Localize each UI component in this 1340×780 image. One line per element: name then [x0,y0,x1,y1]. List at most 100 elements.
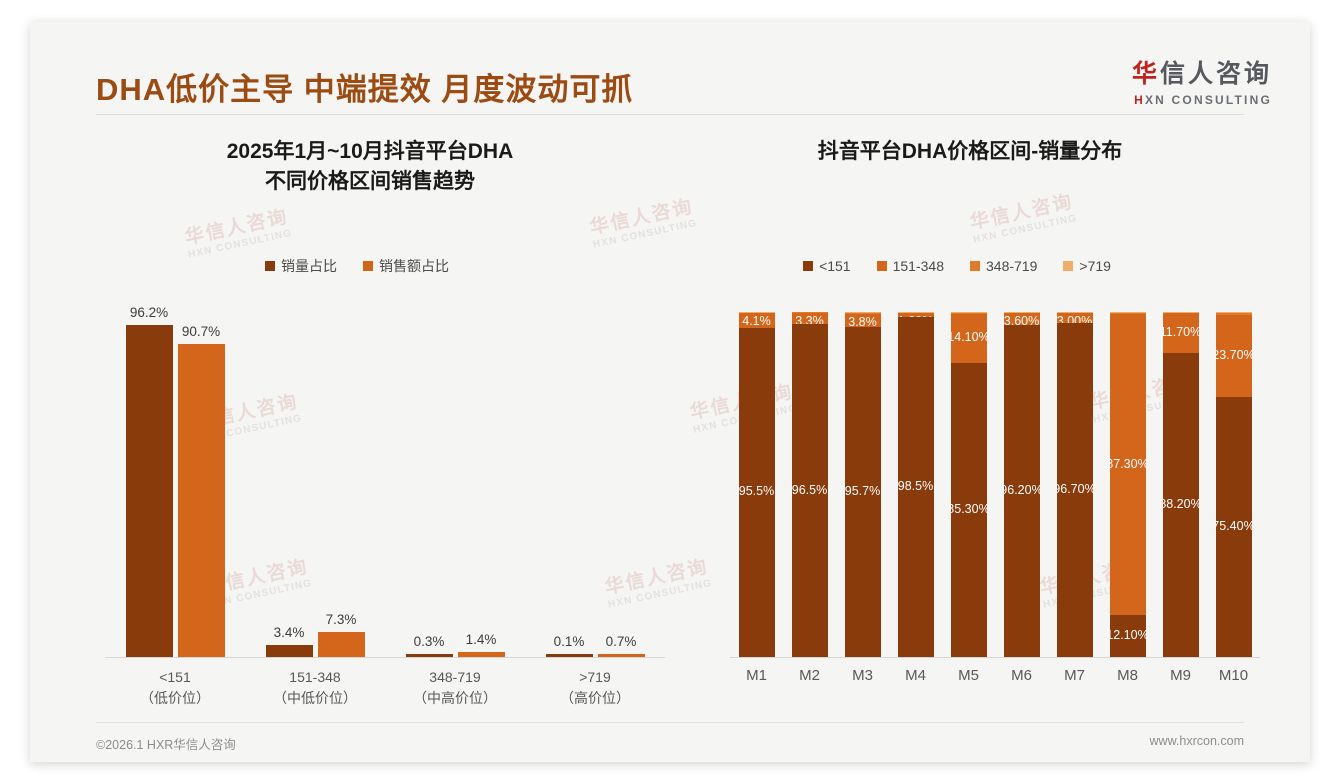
bar->719-销量占比[interactable] [545,654,593,657]
segment-M9-<151[interactable]: 88.20% [1162,352,1199,657]
segment-M7-151-348[interactable]: 3.00% [1056,313,1093,324]
segment-M3-<151[interactable]: 95.7% [844,326,881,657]
stacked-bar-M3[interactable]: 95.7% 3.8%0.4% [844,312,881,657]
right-chart-axis [730,657,1260,658]
segment-M3-151-348[interactable]: 3.8% [844,313,881,327]
legend-item-销量占比[interactable]: 销量占比 [265,256,337,276]
segment-M2-348-719[interactable]: 0.2% [791,312,828,313]
footer-divider [96,722,1244,723]
segment-M6-<151[interactable]: 96.20% [1003,325,1040,657]
segment-label-M8-151-348: 87.30% [1109,456,1146,471]
legend-swatch-icon [265,261,275,271]
x-axis-label-sub: （中高价位） [413,690,497,706]
legend-label: <151 [819,258,851,274]
segment-label-M1-151-348: 4.1% [742,314,771,328]
segment-M1-151-348[interactable]: 4.1% [738,313,775,328]
segment-M1-<151[interactable]: 95.5% [738,327,775,657]
bar-151-348-销量占比[interactable] [265,645,313,657]
segment-M8-151-348[interactable]: 87.30% [1109,314,1146,616]
legend-item-348-719[interactable]: 348-719 [970,258,1037,274]
legend-label: 销量占比 [281,258,337,274]
logo-en-first: H [1134,93,1145,107]
website-link[interactable]: www.hxrcon.com [1149,734,1244,748]
bar-label-<151-销售额占比: 90.7% [181,324,221,340]
left-chart-title-line1: 2025年1月~10月抖音平台DHA [226,140,514,163]
segment-M4-<151[interactable]: 98.5% [897,317,934,657]
segment-M7-<151[interactable]: 96.70% [1056,323,1093,657]
segment-M10-151-348[interactable]: 23.70% [1215,315,1252,397]
legend-label: 销售额占比 [379,258,449,274]
x-axis-label-sub: （中低价位） [273,690,357,706]
segment-label-M3-151-348: 3.8% [848,314,877,327]
bar->719-销售额占比[interactable] [597,654,645,657]
legend-item-销售额占比[interactable]: 销售额占比 [363,256,449,276]
legend-label: >719 [1079,258,1111,274]
segment-M7-348-719[interactable]: 0.48% [1056,312,1093,314]
legend-item->719[interactable]: >719 [1063,258,1111,274]
x-axis-label-M6: M6 [1011,667,1032,684]
segment-M6-151-348[interactable]: 3.60% [1003,312,1040,326]
legend-swatch-icon [970,261,980,271]
segment-M9-151-348[interactable]: 11.70% [1162,312,1199,353]
segment-M1-348-719[interactable]: 0.3% [738,312,775,314]
bar-348-719-销售额占比[interactable] [457,652,505,657]
legend-item-151-348[interactable]: 151-348 [876,258,944,274]
x-axis-label-M8: M8 [1117,667,1138,684]
segment-label-M4-151-348: 1.30% [898,314,933,317]
segment-M8-<151[interactable]: 12.10% [1109,615,1146,657]
stacked-bar-M4[interactable]: 98.5%1.30%0.10% [897,312,934,657]
bar-label->719-销量占比: 0.1% [553,634,585,649]
x-axis-label->719: >719 （高价位） [525,667,665,709]
x-axis-label-151-348: 151-348 （中低价位） [245,667,385,709]
segment-label-M10-151-348: 23.70% [1215,348,1252,362]
segment-M8-348-719[interactable]: 0.50% [1109,312,1146,315]
right-chart-plot: 95.5%4.1%0.3%96.5%3.3%0.2%95.7%3.8%0.4%9… [730,311,1260,657]
stacked-bar-M10[interactable]: 75.40% 23.70% 0.80% [1215,312,1252,657]
left-chart-title: 2025年1月~10月抖音平台DHA 不同价格区间销售趋势 [90,137,650,197]
segment-M10-<151[interactable]: 75.40% [1215,396,1252,657]
stacked-bar-M1[interactable]: 95.5% 4.1%0.3% [738,312,775,657]
bar-<151-销量占比[interactable] [125,325,173,657]
x-axis-label-sub: （高价位） [560,690,630,706]
x-axis-label-M7: M7 [1064,667,1085,684]
stacked-bar-M2[interactable]: 96.5% 3.3%0.2% [791,312,828,657]
segment-M5-<151[interactable]: 85.30% [950,362,987,657]
segment-M2-151-348[interactable]: 3.3% [791,312,828,325]
left-chart-axis [105,657,665,658]
segment-M4-151-348[interactable]: 1.30% [897,312,934,318]
brand-logo: 华信人咨询 HXN CONSULTING [1132,54,1272,107]
segment-M2-<151[interactable]: 96.5% [791,324,828,657]
segment-label-M2-151-348: 3.3% [795,313,824,325]
segment-M5-151-348[interactable]: 14.10% [950,314,987,363]
bar-348-719-销量占比[interactable] [405,654,453,657]
segment-label-M5-151-348: 14.10% [950,330,987,345]
legend-item-<151[interactable]: <151 [803,258,851,274]
x-axis-label-main: 348-719 [429,669,481,685]
stacked-bar-M9[interactable]: 88.20% 11.70% [1162,312,1199,657]
stacked-bar-M5[interactable]: 85.30% 14.10% 0.50% [950,312,987,657]
segment-label-M3-<151: 95.7% [844,483,881,498]
segment-label-M7-151-348: 3.00% [1056,314,1093,324]
segment-label-M5-348-719: 0.50% [951,313,986,314]
x-axis-label-sub: （低价位） [140,690,210,706]
bar-151-348-销售额占比[interactable] [317,631,365,657]
stacked-bar-M6[interactable]: 96.20%3.60%0.10% [1003,312,1040,657]
stacked-bar-M7[interactable]: 96.70% 3.00%0.48% [1056,311,1093,657]
bar-label-151-348-销量占比: 3.4% [273,625,305,641]
logo-en-rest: XN CONSULTING [1144,93,1272,107]
bar-label-151-348-销售额占比: 7.3% [325,611,357,627]
legend-swatch-icon [803,261,814,271]
segment-M10-348-719[interactable]: 0.80% [1215,312,1252,316]
page-title: DHA低价主导 中端提效 月度波动可抓 [96,72,634,107]
segment-M3-348-719[interactable]: 0.4% [844,312,881,314]
segment-label-M1-<151: 95.5% [738,484,775,499]
copyright-text: ©2026.1 HXR华信人咨询 [96,738,236,752]
segment-label-M8-348-719: 0.50% [1110,313,1145,314]
bar-<151-销售额占比[interactable] [177,344,225,657]
x-axis-label-M4: M4 [905,667,926,684]
stacked-bar-M8[interactable]: 12.10% 87.30% 0.50% [1109,312,1146,657]
bar-label-348-719-销售额占比: 1.4% [465,632,497,648]
x-axis-label-M2: M2 [799,667,820,684]
segment-M5-348-719[interactable]: 0.50% [950,312,987,315]
